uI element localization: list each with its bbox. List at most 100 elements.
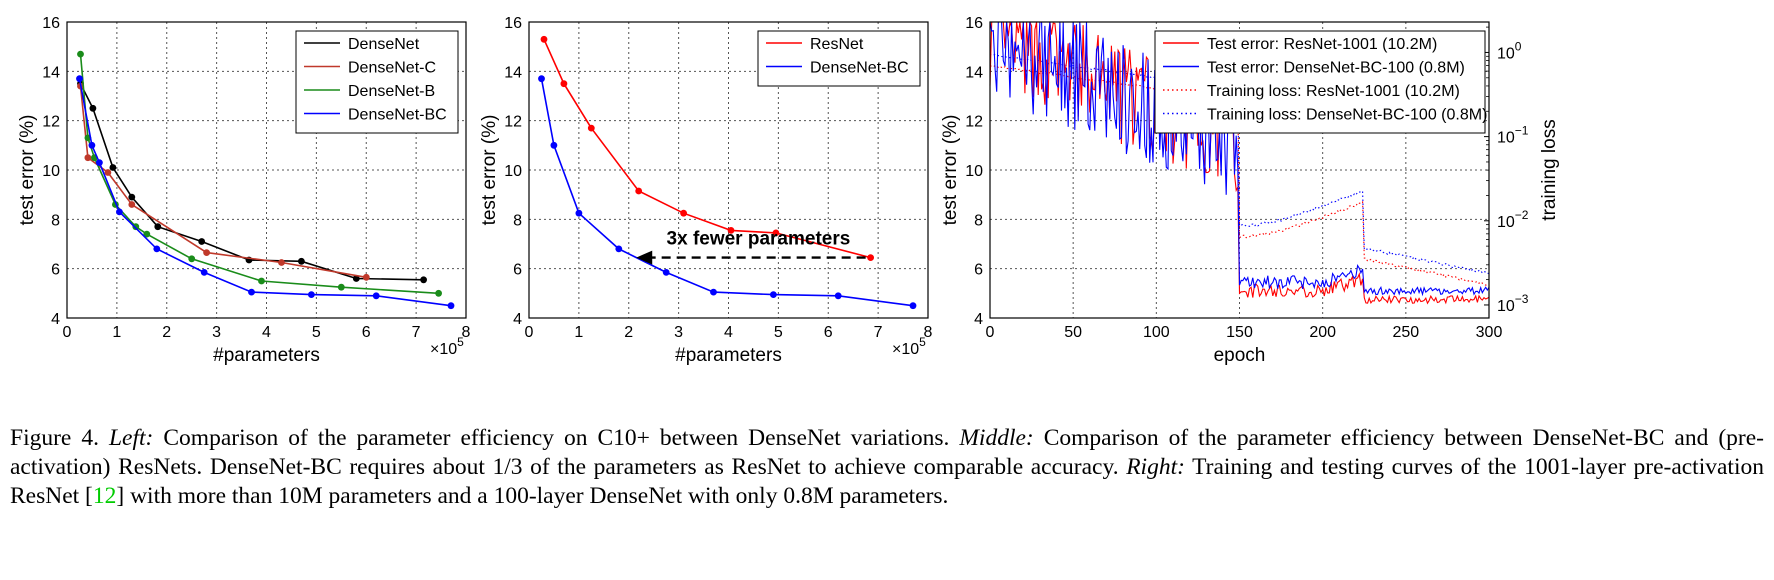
left-ytick-label: 4 xyxy=(51,311,60,328)
right-ytick-label: 16 xyxy=(965,15,983,32)
right-ytick-label: 14 xyxy=(965,64,983,81)
left-legend xyxy=(295,30,459,134)
right-xtick-label: 200 xyxy=(1309,324,1336,341)
middle-xtick-label: 3 xyxy=(674,324,683,341)
left-series-point-0 xyxy=(420,276,427,284)
middle-series-point-1 xyxy=(575,209,583,217)
middle-ytick-label: 12 xyxy=(504,114,522,131)
left-series-point-3 xyxy=(200,269,208,276)
left-series-point-2 xyxy=(337,283,345,291)
caption-right-text: Training and testing curves of the 1001-… xyxy=(10,454,1764,509)
caption-right-label: Right: xyxy=(1126,454,1185,480)
middle-series-point-1 xyxy=(550,141,558,149)
middle-xtick-label: 5 xyxy=(774,324,783,341)
left-xtick-label: 6 xyxy=(362,324,371,341)
left-ytick-label: 10 xyxy=(42,163,60,180)
right-legend-label: Test error: DenseNet-BC-100 (0.8M) xyxy=(1207,60,1465,77)
caption-left-label: Left: xyxy=(108,425,154,451)
middle-series-point-1 xyxy=(834,292,842,300)
middle-series-line-1 xyxy=(540,78,914,307)
left-xtick-label: 1 xyxy=(112,324,121,341)
left-xlabel: #parameters xyxy=(213,345,320,366)
middle-ytick-label: 16 xyxy=(504,15,522,32)
left-series-point-0 xyxy=(298,257,305,265)
middle-legend-label: ResNet xyxy=(810,36,864,53)
left-series-point-3 xyxy=(447,302,455,310)
middle-series-point-1 xyxy=(538,75,545,83)
left-series-point-1 xyxy=(84,154,92,162)
middle-series-line-0 xyxy=(543,38,871,259)
left-series-line-3 xyxy=(78,78,452,307)
right-series-line-resnet-loss xyxy=(989,64,1490,286)
right-ytick-label: 10 xyxy=(965,163,983,180)
right-ytick-label: 6 xyxy=(974,262,983,279)
caption-left-text: Comparison of the parameter efficiency o… xyxy=(153,425,960,451)
right-legend xyxy=(1154,30,1486,134)
left-series-point-2 xyxy=(188,255,196,263)
middle-ytick-label: 10 xyxy=(504,163,522,180)
caption-middle-text: Comparison of the parameter efficiency b… xyxy=(10,425,1765,480)
right-series-line-densenet-loss xyxy=(989,53,1490,274)
right-y2label: training loss xyxy=(1539,119,1560,220)
left-series-point-1 xyxy=(128,201,136,208)
caption-right-text-2: ] with more than 10M parameters and a 10… xyxy=(116,483,949,509)
caption-citation-link[interactable]: 12 xyxy=(92,483,117,509)
middle-series-point-1 xyxy=(662,269,670,276)
left-series-point-3 xyxy=(76,75,83,83)
middle-ytick-label: 6 xyxy=(513,262,522,279)
left-ytick-label: 8 xyxy=(51,212,60,229)
middle-axes-frame xyxy=(528,21,929,319)
left-series-point-3 xyxy=(96,159,103,167)
left-series-point-1 xyxy=(104,169,112,176)
middle-series-point-1 xyxy=(909,302,917,310)
figure-caption: Figure 4. Left: Comparison of the parame… xyxy=(10,424,1764,511)
right-xtick-label: 0 xyxy=(986,324,995,341)
left-x-multiplier: ×105 xyxy=(430,335,464,358)
right-ytick-label: 4 xyxy=(974,311,983,328)
right-y2tick-label: 10−3 xyxy=(1497,292,1529,315)
right-ytick-label: 12 xyxy=(965,114,983,131)
left-series-point-0 xyxy=(154,223,162,231)
left-xtick-label: 5 xyxy=(312,324,321,341)
right-xtick-label: 150 xyxy=(1226,324,1253,341)
right-y2tick-label: 100 xyxy=(1497,39,1522,62)
middle-ylabel: test error (%) xyxy=(479,115,500,226)
left-legend-label: DenseNet xyxy=(348,36,420,53)
left-series-point-0 xyxy=(128,193,136,201)
left-ytick-label: 6 xyxy=(51,262,60,279)
middle-x-multiplier: ×105 xyxy=(892,335,926,358)
left-series-point-2 xyxy=(77,50,84,58)
left-series-point-3 xyxy=(88,141,96,149)
middle-legend xyxy=(757,30,921,87)
middle-xlabel: #parameters xyxy=(675,345,782,366)
right-y2tick-label: 10−1 xyxy=(1497,124,1529,147)
right-xtick-label: 100 xyxy=(1143,324,1170,341)
middle-series-point-0 xyxy=(772,229,780,237)
right-ylabel: test error (%) xyxy=(940,115,961,226)
middle-ytick-label: 14 xyxy=(504,64,522,81)
left-legend-label: DenseNet-B xyxy=(348,83,435,100)
left-series-point-3 xyxy=(308,291,315,298)
middle-series-point-0 xyxy=(560,80,568,88)
right-axes-frame xyxy=(989,21,1490,319)
middle-ytick-label: 4 xyxy=(513,311,522,328)
left-xtick-label: 2 xyxy=(162,324,171,341)
right-legend-label: Test error: ResNet-1001 (10.2M) xyxy=(1207,36,1437,53)
left-series-point-2 xyxy=(132,223,140,231)
left-series-point-0 xyxy=(198,238,206,245)
left-series-point-1 xyxy=(278,259,285,266)
right-y2tick-label: 10−2 xyxy=(1497,208,1529,231)
left-ytick-label: 14 xyxy=(42,64,60,81)
left-xtick-label: 4 xyxy=(262,324,271,341)
left-series-point-1 xyxy=(203,249,211,256)
middle-xtick-label: 4 xyxy=(724,324,733,341)
right-xtick-label: 300 xyxy=(1476,324,1503,341)
left-series-point-2 xyxy=(143,230,151,238)
caption-figure-label: Figure 4. xyxy=(10,425,99,451)
middle-series-point-1 xyxy=(710,288,717,296)
left-ytick-label: 16 xyxy=(42,15,60,32)
left-series-point-3 xyxy=(372,292,380,300)
left-xtick-label: 7 xyxy=(412,324,421,341)
left-xtick-label: 3 xyxy=(212,324,221,341)
middle-series-point-0 xyxy=(867,254,874,261)
